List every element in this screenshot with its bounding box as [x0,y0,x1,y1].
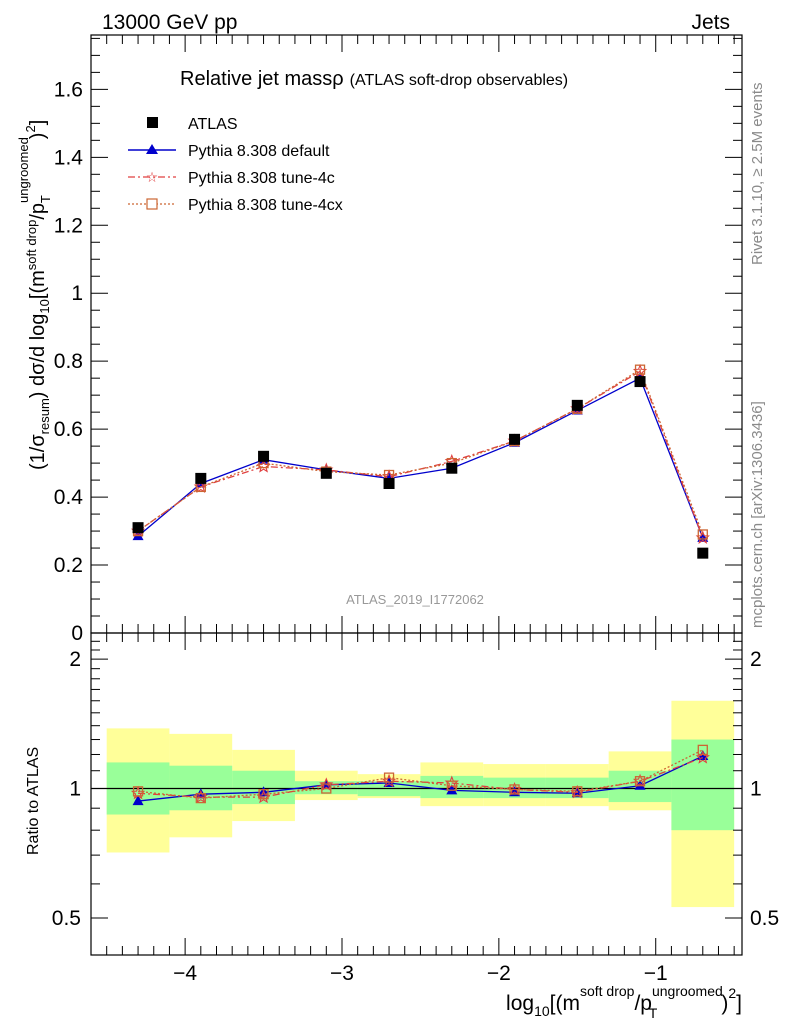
legend-item-tune-4cx: Pythia 8.308 tune-4cx [128,197,343,214]
legend-marker-triangle [146,144,158,154]
legend-label-tune-4c: Pythia 8.308 tune-4c [188,170,335,187]
legend-label-tune-4cx: Pythia 8.308 tune-4cx [188,197,343,214]
x-axis-label: log10[(msoft drop/pungroomed T)2] [506,983,742,1021]
y-tick-label: 0 [71,622,83,645]
header-energy-label: 13000 GeV pp [102,11,237,34]
series-line-pythia-8-308-tune-4c [137,370,704,539]
y-tick-label: 0.4 [54,486,84,509]
legend-marker-open-square [146,198,158,210]
plot-title-sub: (ATLAS soft-drop observables) [350,72,568,89]
x-axis: −4 −3 −2 −1 [90,35,735,985]
rivet-version-label: Rivet 3.1.10, ≥ 2.5M events [749,83,766,266]
ratio-y-axis: 0.5 0.5 1 1 2 2 [52,632,779,930]
y-tick-label: 1.4 [54,146,84,169]
y-tick-label: 1.6 [54,78,83,101]
y-tick-label: 0.8 [54,350,83,373]
ratio-point-pythia-8-308-default [446,784,458,795]
legend-item-atlas: ATLAS [147,116,238,133]
mcplots-reference-label: mcplots.cern.ch [arXiv:1306.3436] [749,401,766,628]
ratio-y-tick-label: 0.5 [52,907,81,930]
ratio-plot-area [91,700,742,908]
ratio-y-tick-label-right: 0.5 [750,907,779,930]
data-point-pythia-8-308-tune-4cx [697,529,708,540]
x-tick-label: −2 [487,962,511,985]
data-point-atlas [132,522,144,534]
ratio-panel-frame [90,632,743,956]
legend-marker-star: ☆ [146,169,159,185]
ratio-line-pythia-8-308-default [137,755,704,802]
legend-label-atlas: ATLAS [188,116,238,133]
main-plot-area [130,363,710,559]
main-y-axis: 0 0.2 0.4 0.6 0.8 1 1.2 1.4 1.6 [54,37,742,645]
data-point-atlas [195,472,207,484]
plot-title: Relative jet massρ (ATLAS soft-drop obser… [180,68,568,90]
ratio-point-pythia-8-308-tune-4c [319,777,334,791]
legend-item-tune-4c: ☆ Pythia 8.308 tune-4c [128,169,335,187]
ratio-point-pythia-8-308-tune-4cx [321,783,332,794]
main-panel: 0 0.2 0.4 0.6 0.8 1 1.2 1.4 1.6 Relative jet mas… [16,34,743,645]
ratio-point-pythia-8-308-tune-4c [695,750,710,764]
y-tick-label: 0.2 [54,554,83,577]
legend-item-default: Pythia 8.308 default [128,143,330,160]
data-point-atlas [509,433,521,445]
main-y-axis-label: (1/σresum) dσ/d log10[(msoft drop/pungro… [16,120,53,470]
legend-label-default: Pythia 8.308 default [188,143,330,160]
y-tick-label: 1 [71,282,83,305]
ratio-panel: 0.5 0.5 1 1 2 2 Ratio to ATLAS [25,632,779,956]
y-tick-label: 1.2 [54,214,83,237]
ratio-y-tick-label: 2 [69,648,81,671]
analysis-watermark: ATLAS_2019_I1772062 [346,592,484,607]
ratio-point-pythia-8-308-tune-4cx [446,780,457,791]
x-tick-label: −4 [173,962,197,985]
header-process-label: Jets [691,11,730,34]
plot-title-main: Relative jet massρ [180,68,344,90]
y-tick-label: 0.6 [54,418,83,441]
ratio-point-pythia-8-308-tune-4cx [697,744,708,756]
data-point-atlas [446,462,458,474]
ratio-y-tick-label-right: 1 [750,778,762,801]
data-point-pythia-8-308-tune-4cx [634,364,646,375]
x-tick-label: −3 [330,962,354,985]
data-point-atlas [383,478,395,489]
legend: ATLAS Pythia 8.308 default ☆ Pythia 8.30… [128,116,343,214]
data-point-atlas [320,467,332,479]
x-tick-label: −1 [644,962,668,985]
ratio-point-pythia-8-308-default [132,795,144,806]
ratio-point-pythia-8-308-tune-4cx [132,786,144,797]
ratio-y-axis-label: Ratio to ATLAS [25,747,42,855]
ratio-point-pythia-8-308-tune-4cx [258,789,269,800]
data-point-atlas [258,450,270,462]
ratio-point-pythia-8-308-tune-4cx [634,776,646,787]
data-point-atlas [697,547,709,559]
ratio-point-pythia-8-308-tune-4cx [383,772,395,783]
legend-marker-square [147,117,158,128]
ratio-point-pythia-8-308-tune-4cx [572,786,583,797]
ratio-point-pythia-8-308-tune-4cx [195,792,206,804]
ratio-y-tick-label: 1 [69,778,81,801]
series-line-pythia-8-308-tune-4cx [137,368,704,535]
data-point-atlas [571,399,583,411]
ratio-line-pythia-8-308-tune-4cx [137,749,704,799]
series-line-pythia-8-308-default [137,377,704,539]
ratio-point-pythia-8-308-default [634,779,646,790]
data-point-atlas [634,376,646,388]
ratio-point-pythia-8-308-tune-4cx [509,784,520,795]
ratio-y-tick-label-right: 2 [750,648,762,671]
ratio-line-pythia-8-308-tune-4c [138,757,704,798]
